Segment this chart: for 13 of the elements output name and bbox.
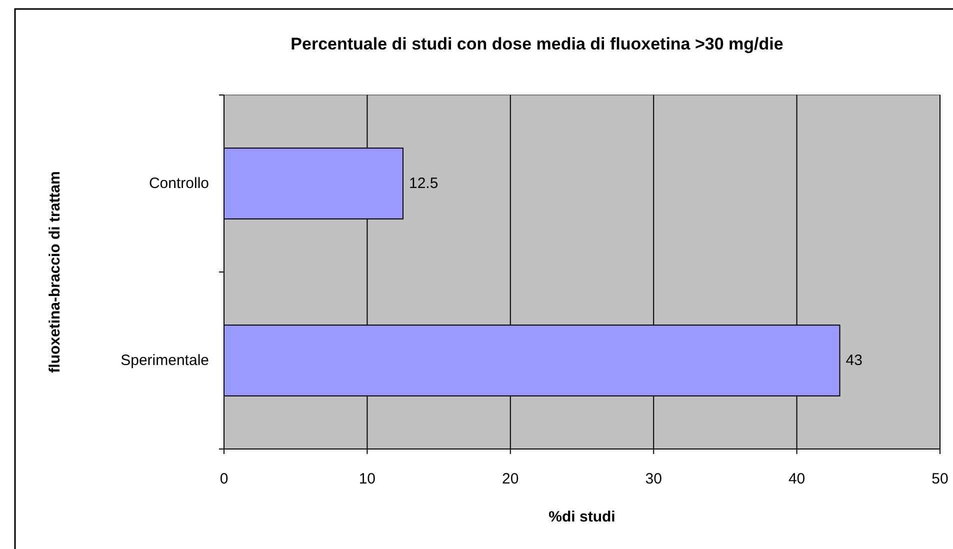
- x-axis-title: %di studi: [548, 508, 616, 526]
- data-label: 43: [846, 352, 862, 369]
- data-label: 12.5: [409, 175, 438, 192]
- y-tick-label: Controllo: [148, 175, 209, 192]
- y-axis-title: fluoxetina-braccio di trattam: [46, 171, 64, 373]
- x-tick-label: 20: [502, 470, 519, 488]
- chart-title: Percentuale di studi con dose media di fluoxetina >30 mg/die: [290, 34, 784, 54]
- x-tick-label: 0: [220, 470, 228, 488]
- x-tick-label: 10: [358, 470, 376, 488]
- x-tick-label: 30: [645, 470, 662, 488]
- y-tick-label: Sperimentale: [120, 352, 209, 369]
- x-tick-label: 50: [932, 470, 948, 488]
- x-tick-label: 40: [788, 470, 806, 488]
